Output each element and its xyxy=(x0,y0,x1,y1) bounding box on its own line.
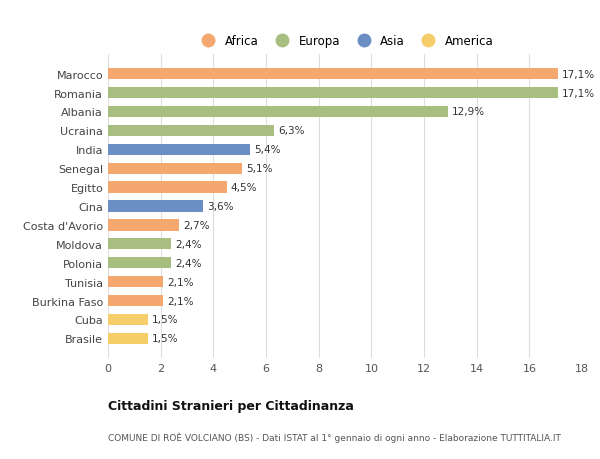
Bar xyxy=(108,314,148,325)
Text: Cittadini Stranieri per Cittadinanza: Cittadini Stranieri per Cittadinanza xyxy=(108,399,354,412)
Text: 2,1%: 2,1% xyxy=(167,277,194,287)
Text: 3,6%: 3,6% xyxy=(207,202,233,212)
Bar xyxy=(108,182,227,193)
Text: 1,5%: 1,5% xyxy=(151,334,178,344)
Text: 17,1%: 17,1% xyxy=(562,69,595,79)
Bar xyxy=(108,144,250,156)
Text: 5,4%: 5,4% xyxy=(254,145,281,155)
Text: 2,1%: 2,1% xyxy=(167,296,194,306)
Text: 6,3%: 6,3% xyxy=(278,126,304,136)
Bar xyxy=(108,69,558,80)
Legend: Africa, Europa, Asia, America: Africa, Europa, Asia, America xyxy=(191,31,499,53)
Bar xyxy=(108,106,448,118)
Text: 2,4%: 2,4% xyxy=(175,239,202,249)
Bar xyxy=(108,276,163,288)
Bar xyxy=(108,88,558,99)
Text: 2,4%: 2,4% xyxy=(175,258,202,268)
Text: COMUNE DI ROÈ VOLCIANO (BS) - Dati ISTAT al 1° gennaio di ogni anno - Elaborazio: COMUNE DI ROÈ VOLCIANO (BS) - Dati ISTAT… xyxy=(108,431,561,442)
Text: 2,7%: 2,7% xyxy=(183,220,209,230)
Bar xyxy=(108,201,203,212)
Text: 1,5%: 1,5% xyxy=(151,315,178,325)
Text: 5,1%: 5,1% xyxy=(246,164,273,174)
Bar xyxy=(108,220,179,231)
Text: 17,1%: 17,1% xyxy=(562,89,595,98)
Text: 12,9%: 12,9% xyxy=(452,107,485,117)
Bar xyxy=(108,239,171,250)
Bar xyxy=(108,257,171,269)
Bar xyxy=(108,295,163,307)
Bar xyxy=(108,333,148,344)
Bar xyxy=(108,125,274,137)
Bar xyxy=(108,163,242,174)
Text: 4,5%: 4,5% xyxy=(230,183,257,193)
